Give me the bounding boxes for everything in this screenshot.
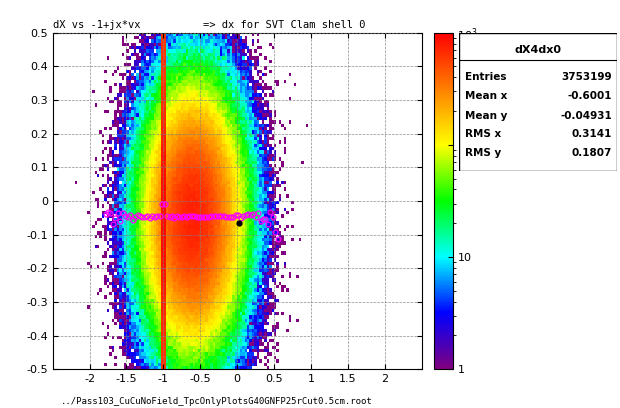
Text: ../Pass103_CuCuNoField_TpcOnlyPlotsG40GNFP25rCut0.5cm.root: ../Pass103_CuCuNoField_TpcOnlyPlotsG40GN… (61, 397, 373, 406)
Text: -0.6001: -0.6001 (568, 91, 612, 102)
Text: 0.1807: 0.1807 (572, 149, 612, 158)
Text: -0.04931: -0.04931 (560, 111, 612, 121)
Text: Mean y: Mean y (465, 111, 508, 121)
Text: 3753199: 3753199 (562, 72, 612, 82)
Text: Mean x: Mean x (465, 91, 508, 102)
Text: dX vs -1+jx*vx          => dx for SVT Clam shell 0: dX vs -1+jx*vx => dx for SVT Clam shell … (53, 20, 365, 31)
Text: RMS x: RMS x (465, 129, 502, 139)
Text: 0.3141: 0.3141 (572, 129, 612, 139)
Text: dX4dx0: dX4dx0 (515, 45, 561, 55)
Text: RMS y: RMS y (465, 149, 502, 158)
Text: Entries: Entries (465, 72, 507, 82)
